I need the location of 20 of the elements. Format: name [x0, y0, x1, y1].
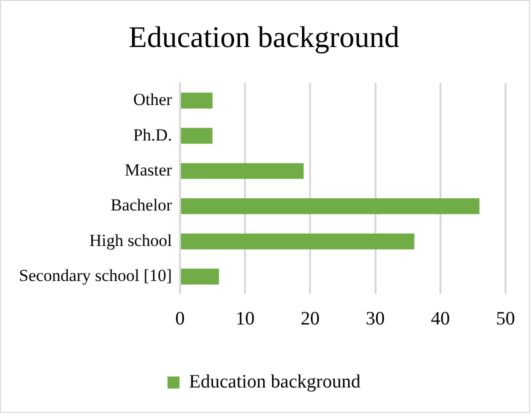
bar: [180, 128, 213, 144]
x-tick-label: 40: [430, 308, 450, 330]
y-tick-label: Ph.D.: [133, 125, 172, 144]
y-tick-label: Secondary school [10]: [18, 266, 172, 286]
x-tick-label: 0: [175, 308, 185, 330]
bar: [180, 163, 304, 179]
x-tick-label: 30: [366, 308, 385, 330]
x-tick-label: 50: [496, 308, 515, 330]
legend-label: Education background: [189, 371, 361, 392]
y-tick-label: Bachelor: [110, 196, 172, 215]
bar: [180, 198, 480, 214]
chart-title: Education background: [128, 20, 400, 54]
bar: [180, 92, 213, 109]
y-tick-label: Master: [124, 160, 172, 180]
bar: [180, 233, 414, 250]
y-tick-label: Other: [133, 90, 172, 110]
y-tick-label: High school: [89, 230, 172, 250]
x-tick-label: 10: [236, 308, 255, 330]
bar: [180, 268, 220, 285]
x-tick-label: 20: [300, 308, 320, 330]
